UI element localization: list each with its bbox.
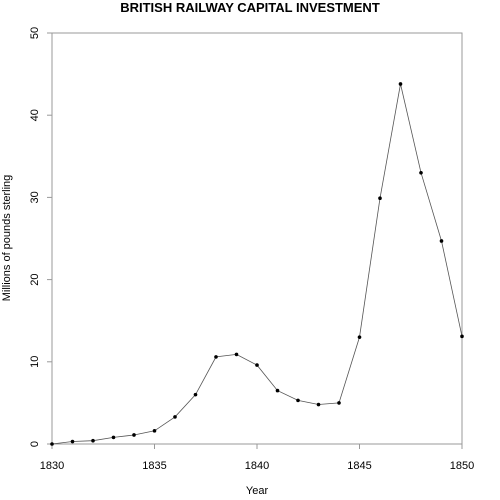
data-point	[439, 239, 444, 243]
data-point	[173, 415, 177, 419]
data-point	[70, 439, 75, 444]
data-point	[255, 363, 259, 367]
x-axis-label: Year	[246, 485, 269, 497]
data-point	[214, 355, 218, 359]
data-point	[296, 398, 300, 403]
data-point	[460, 334, 464, 339]
data-point	[419, 170, 423, 175]
y-tick-label: 0	[29, 441, 41, 447]
data-point	[337, 401, 341, 405]
data-point	[275, 388, 280, 393]
data-point	[91, 438, 95, 443]
y-axis: 0 10 20 30 40 50	[29, 27, 52, 447]
data-series	[50, 82, 464, 446]
y-tick-label: 20	[29, 273, 41, 285]
y-tick-label: 50	[29, 27, 41, 39]
y-tick-label: 40	[29, 109, 41, 121]
data-point	[132, 433, 136, 437]
y-tick-label: 30	[29, 191, 41, 203]
data-point	[234, 352, 239, 357]
x-tick-label: 1845	[347, 460, 371, 472]
y-axis-label: Millions of pounds sterling	[1, 175, 13, 302]
data-point	[398, 82, 403, 86]
data-point	[111, 435, 116, 440]
series-line	[51, 83, 463, 445]
chart-title: BRITISH RAILWAY CAPITAL INVESTMENT	[120, 0, 380, 15]
x-tick-label: 1835	[142, 460, 166, 472]
x-axis: 1830 1835 1840 1845 1850	[40, 444, 474, 472]
data-point	[357, 335, 362, 339]
data-point	[378, 196, 382, 201]
plot-frame	[51, 32, 463, 445]
data-point	[50, 442, 54, 446]
data-point	[193, 392, 198, 397]
data-point	[316, 402, 321, 407]
data-point	[152, 429, 157, 433]
x-tick-label: 1850	[450, 460, 474, 472]
y-tick-label: 10	[29, 356, 41, 368]
x-tick-label: 1830	[40, 460, 64, 472]
x-tick-label: 1840	[245, 460, 269, 472]
